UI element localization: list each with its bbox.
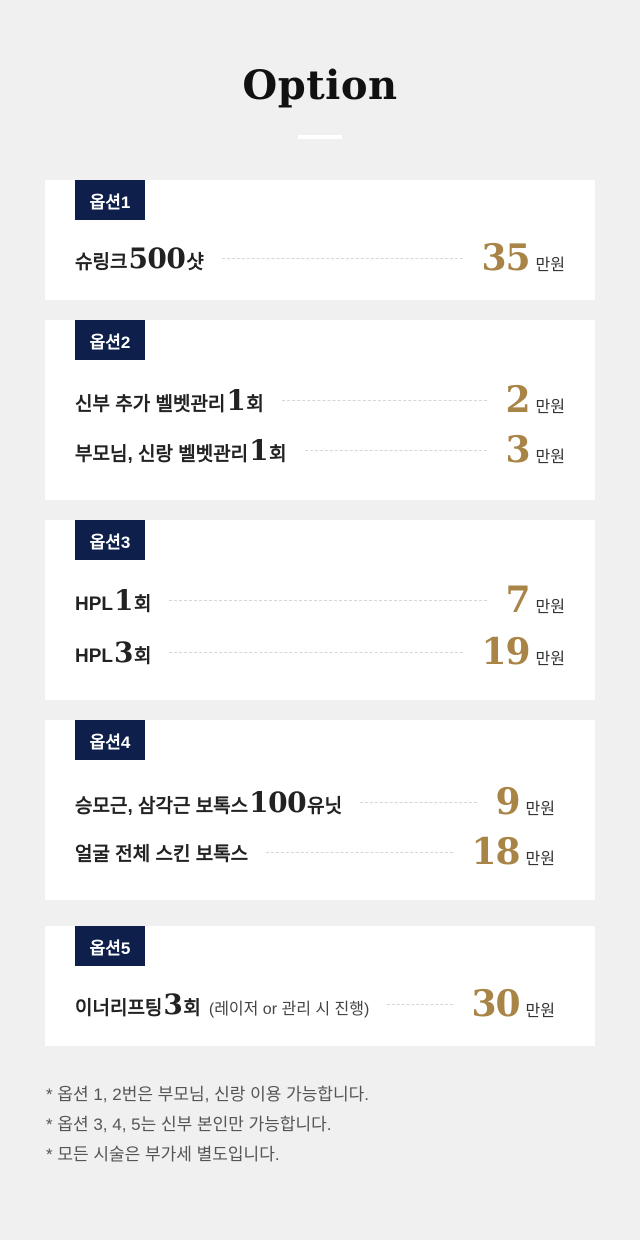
dotted-leader [169, 651, 464, 653]
item-label-suffix: 회 [133, 645, 152, 667]
item-count: 3 [163, 987, 183, 1021]
option-card-2: 옵션2 신부 추가 벨벳관리 1 회 2 만원 부모님, 신랑 벨벳관리 1 회… [45, 320, 595, 500]
item-label-suffix: 유닛 [307, 795, 343, 817]
price-unit: 만원 [525, 1003, 555, 1020]
option-badge: 옵션2 [75, 320, 145, 360]
dotted-leader [221, 257, 464, 259]
price-unit: 만원 [535, 599, 565, 616]
item-label-suffix: 회 [133, 593, 152, 615]
item-label-text: 이너리프팅 [75, 997, 163, 1019]
option-card-5: 옵션5 이너리프팅 3 회 (레이저 or 관리 시 진행) 30 만원 [45, 926, 595, 1046]
option-badge: 옵션3 [75, 520, 145, 560]
option-badge: 옵션5 [75, 926, 145, 966]
option-item: 얼굴 전체 스킨 보톡스 18 만원 [75, 830, 555, 874]
price-unit: 만원 [535, 651, 565, 668]
price-value: 3 [505, 429, 530, 471]
option-card-1: 옵션1 슈링크 500 샷 35 만원 [45, 180, 595, 300]
item-label-suffix: 회 [183, 997, 201, 1019]
title-underline [298, 135, 342, 139]
item-count: 1 [226, 383, 246, 417]
option-item: 부모님, 신랑 벨벳관리 1 회 3 만원 [75, 428, 565, 472]
footnote-line: * 옵션 3, 4, 5는 신부 본인만 가능합니다. [46, 1115, 332, 1134]
item-count: 1 [114, 583, 133, 617]
option-item: HPL 1 회 7 만원 [75, 578, 565, 622]
option-item: 승모근, 삼각근 보톡스 100 유닛 9 만원 [75, 780, 555, 824]
item-label: 신부 추가 벨벳관리 1 회 [75, 384, 264, 417]
item-price: 9 만원 [495, 781, 555, 823]
item-label-text: 신부 추가 벨벳관리 [75, 393, 226, 415]
price-unit: 만원 [535, 399, 565, 416]
item-label: 이너리프팅 3 회 (레이저 or 관리 시 진행) [75, 988, 369, 1021]
price-value: 19 [481, 631, 530, 673]
price-value: 35 [481, 237, 530, 279]
item-label-text: HPL [75, 593, 113, 615]
item-label: 부모님, 신랑 벨벳관리 1 회 [75, 434, 287, 467]
item-count: 1 [249, 433, 269, 467]
item-count: 3 [114, 635, 133, 669]
dotted-leader [266, 851, 454, 853]
option-item: 이너리프팅 3 회 (레이저 or 관리 시 진행) 30 만원 [75, 982, 555, 1026]
item-label: HPL 3 회 [75, 636, 151, 669]
price-unit: 만원 [535, 449, 565, 466]
footnote-line: * 옵션 1, 2번은 부모님, 신랑 이용 가능합니다. [46, 1085, 369, 1104]
item-label-suffix: 회 [269, 443, 287, 465]
dotted-leader [360, 801, 478, 803]
page-title: Option [242, 62, 398, 109]
item-label: 승모근, 삼각근 보톡스 100 유닛 [75, 786, 342, 819]
item-price: 35 만원 [481, 237, 565, 279]
item-price: 7 만원 [505, 579, 565, 621]
item-count: 100 [249, 785, 307, 819]
option-card-4: 옵션4 승모근, 삼각근 보톡스 100 유닛 9 만원 얼굴 전체 스킨 보톡… [45, 720, 595, 900]
item-label: 얼굴 전체 스킨 보톡스 [75, 839, 248, 866]
price-value: 2 [505, 379, 530, 421]
dotted-leader [169, 599, 488, 601]
option-badge: 옵션4 [75, 720, 145, 760]
price-unit: 만원 [525, 801, 555, 818]
item-note: (레이저 or 관리 시 진행) [208, 1000, 370, 1018]
footnote-line: * 모든 시술은 부가세 별도입니다. [46, 1145, 280, 1164]
item-label-text: 부모님, 신랑 벨벳관리 [75, 443, 249, 465]
price-value: 7 [505, 579, 530, 621]
price-value: 18 [471, 831, 520, 873]
item-price: 3 만원 [505, 429, 565, 471]
option-card-3: 옵션3 HPL 1 회 7 만원 HPL 3 회 19 만원 [45, 520, 595, 700]
item-price: 19 만원 [481, 631, 565, 673]
option-item: 슈링크 500 샷 35 만원 [75, 236, 565, 280]
item-price: 18 만원 [471, 831, 555, 873]
option-badge: 옵션1 [75, 180, 145, 220]
item-label: 슈링크 500 샷 [75, 242, 204, 275]
item-label-text: HPL [75, 645, 113, 667]
item-label-text: 슈링크 [75, 251, 128, 273]
item-label: HPL 1 회 [75, 584, 151, 617]
price-value: 9 [495, 781, 520, 823]
item-price: 2 만원 [505, 379, 565, 421]
item-label-suffix: 샷 [186, 251, 204, 273]
option-item: HPL 3 회 19 만원 [75, 630, 565, 674]
option-item: 신부 추가 벨벳관리 1 회 2 만원 [75, 378, 565, 422]
price-value: 30 [471, 983, 520, 1025]
item-label-text: 승모근, 삼각근 보톡스 [75, 795, 249, 817]
item-label-text: 얼굴 전체 스킨 보톡스 [75, 843, 249, 865]
dotted-leader [281, 399, 488, 401]
price-unit: 만원 [535, 257, 565, 274]
item-label-suffix: 회 [246, 393, 264, 415]
item-count: 500 [128, 241, 186, 275]
footnotes: * 옵션 1, 2번은 부모님, 신랑 이용 가능합니다. * 옵션 3, 4,… [46, 1080, 369, 1170]
dotted-leader [387, 1003, 454, 1005]
dotted-leader [304, 449, 488, 451]
price-unit: 만원 [525, 851, 555, 868]
item-price: 30 만원 [471, 983, 555, 1025]
